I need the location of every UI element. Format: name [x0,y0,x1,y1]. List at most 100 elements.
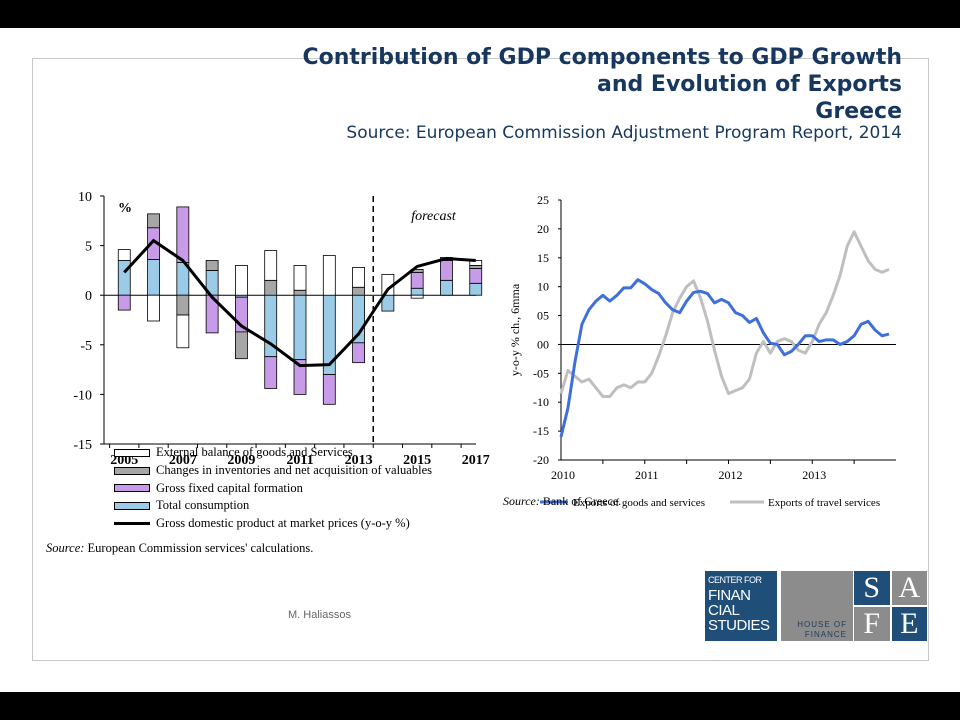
x-tick-label: 2013 [345,453,373,468]
legend-item-external-balance: External balance of goods and Services [114,444,432,462]
x-tick-label: 2011 [286,453,313,468]
bar-external-balance [235,265,248,296]
gdp-chart-legend: External balance of goods and Services C… [114,444,432,532]
bar-external-balance [117,249,131,261]
x-tick-label: 2013 [802,468,826,482]
x-tick-label: 2007 [169,453,197,468]
x-tick-label: 2017 [462,453,490,468]
cfs-logo: CENTER FOR FINAN CIAL STUDIES [705,571,777,641]
legend-item-gfcf: Gross fixed capital formation [114,479,432,497]
legend-label-consumption: Total consumption [156,498,250,513]
y-tick-label: 00 [537,337,549,351]
gdp-line [123,238,476,368]
cfs-logo-line-4: STUDIES [708,617,770,634]
bar-gfcf [293,359,307,395]
bar-inventories [352,286,365,296]
y-tick-label: 05 [537,309,549,323]
slide-frame [32,58,929,661]
y-tick-label: 20 [537,222,549,236]
bar-consumption [293,294,307,361]
safe-letters-logo: S A F E [854,571,927,641]
x-tick-label: 2011 [635,468,659,482]
bar-external-balance [410,294,424,299]
legend-swatch-inventories [114,466,150,475]
title-line-2: and Evolution of Exports [597,72,902,97]
legend-swatch-external-balance [114,448,150,457]
bar-gfcf [176,206,190,263]
x-tick-label: 2009 [227,453,255,468]
y-tick-label: 25 [537,193,549,207]
bar-inventories [235,331,248,360]
y-tick-label: -10 [533,395,549,409]
hof-logo-line-2: FINANCE [804,630,847,639]
bar-consumption [147,259,160,296]
legend-item-inventories: Changes in inventories and net acquisiti… [114,462,432,480]
bar-external-balance [264,250,278,281]
bar-external-balance [176,314,190,349]
footer-author: M. Haliassos [288,609,351,621]
cfs-logo-line-2: FINAN [708,587,751,604]
y-tick-label: 5 [85,240,92,255]
y-tick-label: 0 [85,289,92,304]
bar-inventories [205,260,219,271]
legend-swatch-gfcf [114,484,150,493]
cfs-logo-line-1: CENTER FOR [708,575,762,585]
x-tick-label: 2012 [719,468,743,482]
y-tick-label: -05 [533,366,549,380]
safe-letter-a: A [891,571,927,605]
legend-label-goods: Exports of goods and services [573,497,705,509]
bar-gfcf [264,356,278,389]
exports-chart-source: Source: Bank of Greece. [503,494,621,509]
unit-label: % [118,201,132,216]
goods-services-line [559,278,890,438]
bar-inventories [147,213,160,229]
gdp-chart-source: Source: European Commission services' ca… [46,541,313,556]
legend-line-gdp [114,522,150,526]
bar-gfcf [440,260,453,281]
y-tick-label: 10 [537,280,549,294]
bar-external-balance [322,255,336,296]
safe-letter-e: E [891,607,927,641]
y-tick-label: 10 [78,190,92,205]
hof-logo-line-1: HOUSE OF [797,620,847,629]
house-of-finance-logo: HOUSE OF FINANCE [781,571,853,641]
y-axis-label: y-o-y % ch., 6mma [508,283,522,376]
bar-external-balance [293,265,307,291]
x-tick-label: 2010 [551,468,575,482]
safe-letter-f: F [854,607,890,641]
legend-label-inventories: Changes in inventories and net acquisiti… [156,463,432,478]
page-title: Contribution of GDP components to GDP Gr… [302,44,902,125]
bar-external-balance [469,260,483,266]
forecast-label: forecast [411,209,457,224]
bar-inventories [469,265,483,269]
y-tick-label: 15 [537,251,549,265]
cfs-logo-line-3: CIAL [708,602,740,619]
bar-gfcf [352,342,365,364]
bar-gfcf [322,374,336,405]
gdp-source-text: European Commission services' calculatio… [87,541,314,555]
bar-external-balance [352,267,365,288]
bar-consumption [440,279,453,296]
bar-inventories [293,289,307,296]
gdp-source-label: Source: [46,541,85,555]
title-line-1: Contribution of GDP components to GDP Gr… [302,45,902,70]
y-tick-label: -5 [80,339,92,354]
bar-gfcf [117,294,131,311]
y-tick-label: -10 [73,388,92,403]
legend-item-gdp: Gross domestic product at market prices … [114,515,432,533]
title-line-3: Greece [815,99,902,124]
legend-label-external-balance: External balance of goods and Services [156,445,353,460]
exports-source-text: Bank of Greece. [542,494,622,508]
page-subtitle: Source: European Commission Adjustment P… [346,123,902,143]
legend-item-consumption: Total consumption [114,497,432,515]
bar-consumption [410,287,424,296]
travel-services-line [559,230,890,398]
y-tick-label: -20 [533,453,549,467]
bar-external-balance [147,294,160,322]
bar-gfcf [469,268,483,284]
y-tick-label: -15 [533,424,549,438]
safe-letter-s: S [854,571,890,605]
bar-inventories [176,294,190,316]
